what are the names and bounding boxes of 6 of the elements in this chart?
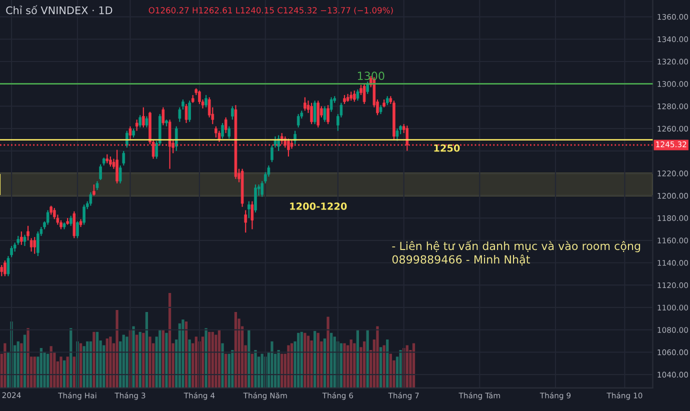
chart-title: Chỉ số VNINDEX · 1D [6, 5, 112, 14]
annotation: - Liên hệ tư vấn danh mục và vào room cộng 0899889466 - Minh Nhật [392, 240, 640, 266]
text: O1260.27 H1262.61 L1240.15 C1245.32 −13.77 (−1.09%) [148, 6, 393, 14]
band-label: 1200-1220 [290, 202, 347, 210]
ref-line-label: 1250 [434, 144, 460, 152]
ref-line-label: 1300 [358, 72, 384, 80]
